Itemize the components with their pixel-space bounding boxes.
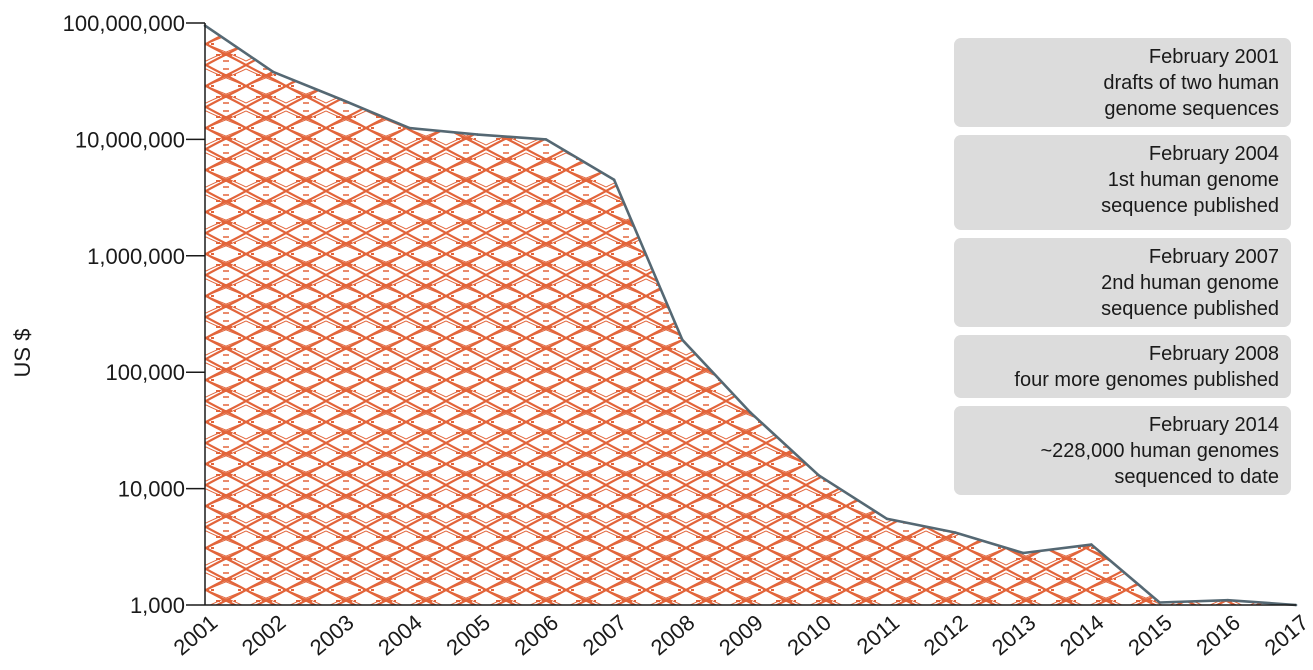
data-point (885, 517, 889, 521)
data-point (1158, 601, 1161, 604)
data-point (953, 531, 957, 534)
data-point (749, 411, 752, 414)
y-tick-label: 1,000 (130, 593, 185, 618)
x-tick-label: 2007 (578, 610, 632, 661)
axes-layer (186, 22, 1296, 606)
y-tick-label: 1,000,000 (87, 244, 185, 269)
milestone-note-line: February 2004 (1148, 143, 1279, 165)
milestone-note: February 2001 drafts of two human genome s… (954, 38, 1291, 127)
x-tick-label: 2011 (852, 610, 904, 660)
milestone-note-line: 1st human genome (1107, 169, 1279, 191)
milestone-note-line: sequence published (1101, 195, 1279, 217)
x-tick-label: 2005 (441, 610, 495, 661)
x-tick-label: 2003 (305, 610, 359, 661)
milestone-note: February 2008 four more genomes published (954, 335, 1291, 398)
milestone-note-line: 2nd human genome (1101, 272, 1279, 294)
milestone-note: February 2014 ~228,000 human genomes seque… (954, 406, 1291, 495)
milestone-note-line: four more genomes published (1014, 369, 1279, 391)
x-tick-label: 2009 (714, 610, 768, 661)
data-point (1022, 551, 1025, 555)
data-point (1090, 543, 1093, 546)
milestone-note-line: sequence published (1101, 298, 1279, 320)
milestone-note-line: February 2014 (1148, 414, 1279, 436)
milestone-note-line: sequenced to date (1114, 466, 1279, 488)
x-tick-label: 2012 (919, 610, 973, 661)
milestone-notes: February 2001 drafts of two human genome s… (954, 38, 1291, 503)
x-tick-label: 2004 (373, 610, 427, 661)
x-tick-label: 2015 (1123, 610, 1177, 661)
milestone-note-line: ~228,000 human genomes (1040, 440, 1279, 462)
milestone-note-line: February 2008 (1148, 343, 1279, 365)
x-tick-label: 2013 (987, 610, 1041, 661)
data-point (681, 338, 684, 342)
milestone-note-line: February 2007 (1148, 246, 1279, 268)
data-point (271, 70, 275, 74)
y-tick-label: 100,000,000 (63, 11, 185, 36)
milestone-note-line: February 2001 (1148, 46, 1279, 68)
x-tick-label: 2006 (510, 610, 564, 661)
x-tick-label: 2016 (1191, 610, 1245, 661)
y-axis-title: US $ (10, 329, 35, 378)
y-tick-label: 100,000 (105, 360, 185, 385)
data-point (340, 98, 343, 101)
data-point (408, 126, 411, 130)
data-point (544, 138, 548, 141)
y-tick-label: 10,000,000 (75, 127, 185, 152)
x-tick-label: 2008 (646, 610, 700, 661)
milestone-note-line: genome sequences (1104, 98, 1279, 120)
cost-area (205, 25, 1296, 606)
milestone-note-line: drafts of two human (1103, 72, 1279, 94)
x-tick-label: 2010 (782, 610, 836, 661)
data-point (612, 178, 616, 182)
data-point (817, 474, 820, 477)
data-point (476, 133, 480, 136)
y-tick-label: 10,000 (118, 477, 185, 502)
cost-area-layer (203, 24, 1298, 607)
x-tick-label: 2002 (237, 610, 291, 661)
x-tick-label: 2014 (1055, 610, 1109, 661)
data-point (1226, 598, 1230, 602)
milestone-note: February 2007 2nd human genome sequence pu… (954, 238, 1291, 327)
milestone-note: February 2004 1st human genome sequence pu… (954, 135, 1291, 230)
x-tick-label: 2017 (1260, 610, 1313, 661)
